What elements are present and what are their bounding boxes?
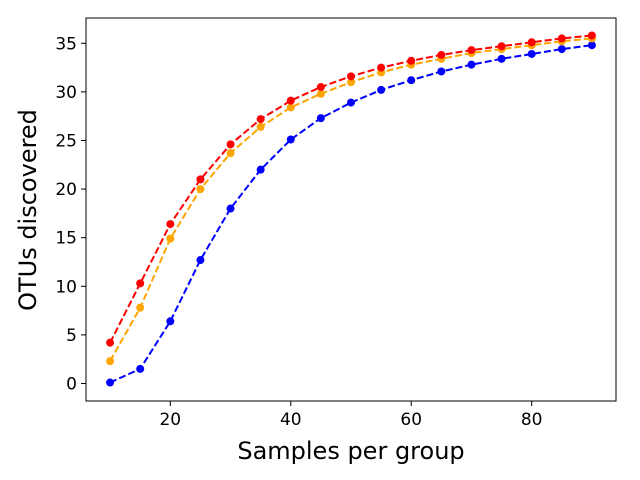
data-point (256, 122, 265, 131)
y-tick-label: 5 (66, 326, 77, 346)
data-point (166, 317, 175, 326)
data-point (316, 89, 325, 98)
data-point (407, 56, 416, 65)
y-tick-label: 15 (55, 229, 77, 249)
data-point (286, 135, 295, 144)
series-layer (106, 31, 596, 387)
x-axis-label: Samples per group (237, 437, 464, 465)
data-point (106, 378, 115, 387)
x-tick-label: 60 (400, 410, 422, 430)
series-line (109, 44, 593, 384)
data-point (527, 49, 536, 58)
data-point (467, 46, 476, 55)
data-point (587, 41, 596, 50)
data-point (377, 85, 386, 94)
data-point (316, 83, 325, 92)
y-tick-label: 0 (66, 375, 77, 395)
data-point (377, 63, 386, 72)
data-point (226, 140, 235, 149)
data-point (166, 234, 175, 243)
x-tick-label: 20 (159, 410, 181, 430)
data-point (347, 98, 355, 107)
x-axis-ticks: 20 40 60 80 (159, 401, 543, 430)
data-point (286, 103, 295, 112)
y-axis-ticks: 0 5 10 15 20 25 30 35 (55, 34, 86, 395)
data-point (196, 185, 205, 194)
x-tick-label: 80 (521, 410, 543, 430)
y-tick-label: 10 (55, 277, 77, 297)
data-point (497, 42, 506, 51)
data-point (106, 357, 115, 366)
data-point (527, 38, 536, 47)
data-point (557, 45, 566, 54)
y-tick-label: 35 (55, 34, 77, 54)
data-point (437, 67, 446, 76)
data-point (136, 303, 145, 312)
data-point (437, 50, 446, 59)
data-point (587, 31, 596, 40)
y-tick-label: 30 (55, 83, 77, 103)
data-point (347, 78, 355, 87)
data-point (196, 256, 205, 265)
data-point (256, 165, 265, 174)
data-point (557, 34, 566, 43)
y-axis-label: OTUs discovered (14, 109, 42, 311)
y-tick-label: 25 (55, 131, 77, 151)
data-point (136, 279, 145, 288)
data-point (347, 72, 355, 81)
data-point (407, 76, 416, 85)
y-tick-label: 20 (55, 180, 77, 200)
data-point (497, 54, 506, 63)
data-point (467, 60, 476, 69)
data-point (286, 96, 295, 105)
data-point (196, 175, 205, 184)
plot-frame (85, 17, 617, 402)
data-point (166, 220, 175, 229)
x-tick-label: 40 (280, 410, 302, 430)
data-point (226, 204, 235, 213)
data-point (256, 115, 265, 124)
data-point (226, 149, 235, 158)
data-point (136, 364, 145, 373)
data-point (106, 338, 115, 347)
data-point (316, 114, 325, 123)
